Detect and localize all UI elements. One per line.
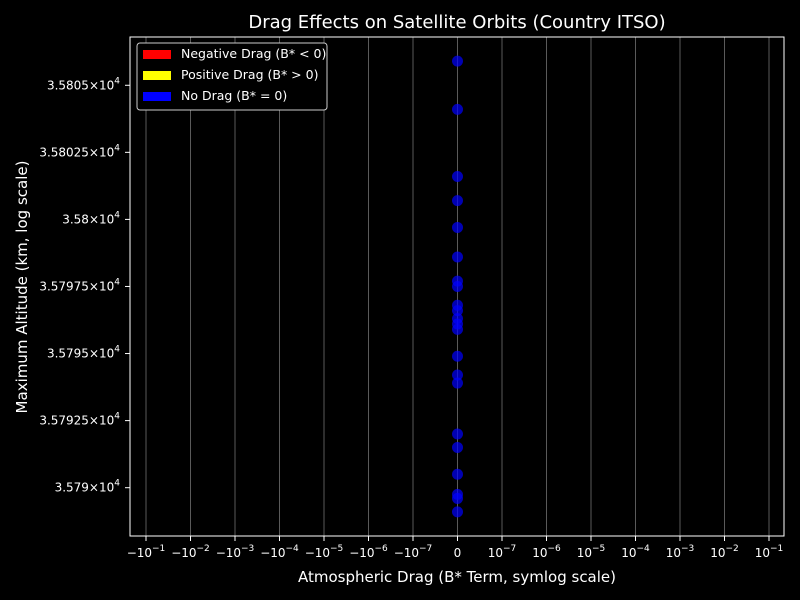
x-axis: −10−1 −10−2 −10−3 −10−4 −10−5 −10−6 −10−7 0 10−7… [127, 536, 784, 560]
legend-swatch [143, 92, 171, 101]
data-point [452, 55, 463, 67]
legend-label: Positive Drag (B* > 0) [181, 67, 318, 82]
x-tick-label: 10−2 [710, 544, 739, 560]
data-point [452, 103, 463, 115]
grid-lines [145, 37, 770, 536]
x-tick-label: −10−1 [127, 544, 166, 560]
data-point [452, 251, 463, 263]
data-point [452, 369, 463, 381]
data-point [452, 428, 463, 440]
y-axis: 3.579×104 3.57925×104 3.5795×104 3.57975×10… [39, 76, 130, 495]
data-point [452, 350, 463, 362]
data-point [452, 305, 463, 317]
x-tick-label: 10−5 [577, 544, 606, 560]
x-tick-label: 10−3 [666, 544, 695, 560]
x-axis-label: Atmospheric Drag (B* Term, symlog scale) [298, 568, 616, 586]
x-tick-label: 10−1 [755, 544, 784, 560]
data-point [452, 441, 463, 453]
y-tick-label: 3.579×104 [55, 479, 121, 495]
y-tick-label: 3.57925×104 [39, 412, 120, 428]
chart-title: Drag Effects on Satellite Orbits (Countr… [248, 12, 665, 33]
data-point [452, 280, 463, 292]
data-point [452, 492, 463, 504]
y-tick-label: 3.5795×104 [47, 345, 120, 361]
x-tick-label: 10−6 [532, 544, 561, 560]
legend-swatch [143, 50, 171, 59]
y-tick-label: 3.58025×104 [39, 143, 120, 159]
data-point [452, 195, 463, 207]
legend-swatch [143, 71, 171, 80]
legend-label: Negative Drag (B* < 0) [181, 46, 326, 61]
y-tick-label: 3.58×104 [62, 210, 120, 226]
y-tick-label: 3.5805×104 [47, 76, 120, 92]
data-point [452, 506, 463, 518]
legend-box [136, 42, 328, 111]
x-tick-label: 10−4 [621, 544, 650, 560]
x-tick-label: −10−6 [349, 544, 388, 560]
data-point [452, 323, 463, 335]
x-tick-label: −10−5 [305, 544, 344, 560]
x-tick-label: 10−7 [488, 544, 517, 560]
legend: Negative Drag (B* < 0) Positive Drag (B* … [136, 42, 328, 111]
x-tick-label: −10−3 [216, 544, 255, 560]
x-tick-label: −10−4 [260, 544, 299, 560]
data-point [452, 468, 463, 480]
data-point [452, 377, 463, 389]
legend-label: No Drag (B* = 0) [181, 88, 287, 103]
data-point [452, 221, 463, 233]
data-points [452, 55, 463, 518]
x-tick-label: −10−7 [394, 544, 433, 560]
x-tick-label: −10−2 [171, 544, 210, 560]
y-tick-label: 3.57975×104 [39, 277, 120, 293]
x-tick-label: 0 [454, 546, 462, 560]
data-point [452, 170, 463, 182]
y-axis-label: Maximum Altitude (km, log scale) [13, 161, 31, 414]
